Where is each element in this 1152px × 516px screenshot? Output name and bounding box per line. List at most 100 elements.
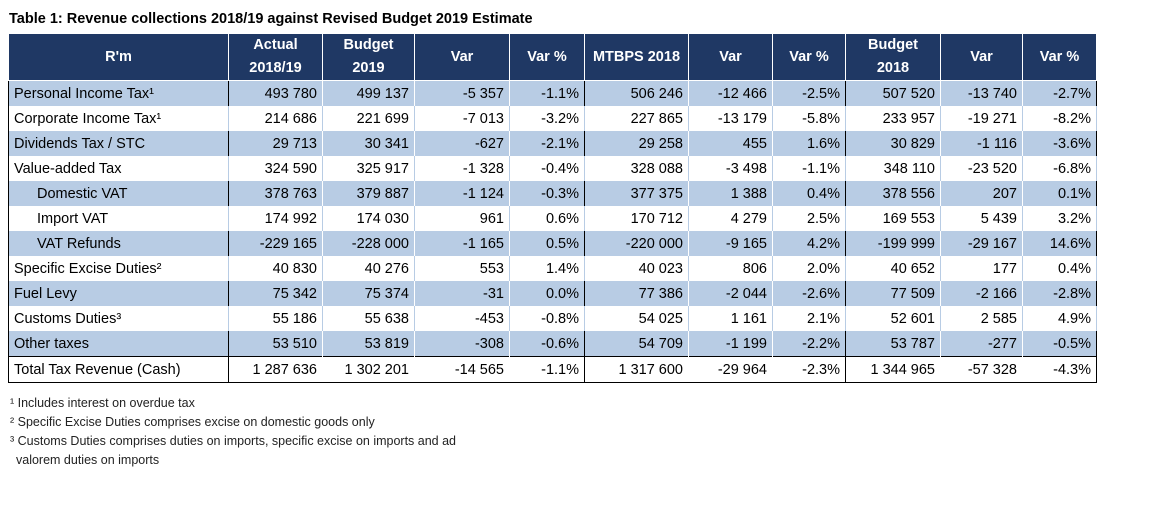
cell: -8.2% [1022, 106, 1097, 131]
cell: -31 [414, 281, 510, 306]
cell: -277 [940, 331, 1023, 357]
cell: 0.5% [509, 231, 585, 256]
cell: -23 520 [940, 156, 1023, 181]
cell: -627 [414, 131, 510, 156]
cell: 77 509 [845, 281, 941, 306]
cell: 324 590 [228, 156, 323, 181]
row-label: Other taxes [8, 331, 229, 357]
column-header: Var % [509, 33, 585, 81]
cell: 1 344 965 [845, 356, 941, 383]
cell: 75 374 [322, 281, 415, 306]
cell: -2.2% [772, 331, 846, 357]
cell: 75 342 [228, 281, 323, 306]
cell: 1 302 201 [322, 356, 415, 383]
cell: 961 [414, 206, 510, 231]
cell: -2 044 [688, 281, 773, 306]
cell: 53 819 [322, 331, 415, 357]
cell: 207 [940, 181, 1023, 206]
cell: 378 763 [228, 181, 323, 206]
header-text: Var [970, 48, 993, 65]
column-header: MTBPS 2018 [584, 33, 689, 81]
table-row: Import VAT 174 992 174 030 961 0.6% 170 712 4 … [8, 206, 1097, 231]
cell: -2.3% [772, 356, 846, 383]
cell: 4.2% [772, 231, 846, 256]
revenue-table: R'm Actual 2018/19 Budget 2019 Var Var % MTBP… [8, 33, 1097, 383]
cell: 328 088 [584, 156, 689, 181]
column-header: Var % [1022, 33, 1097, 81]
cell: 377 375 [584, 181, 689, 206]
table-row: VAT Refunds -229 165 -228 000 -1 165 0.5% -22… [8, 231, 1097, 256]
footnote: valorem duties on imports [16, 453, 160, 467]
cell: -1 124 [414, 181, 510, 206]
cell: -228 000 [322, 231, 415, 256]
cell: 1.4% [509, 256, 585, 281]
header-text: Budget 2019 [343, 37, 394, 76]
cell: 325 917 [322, 156, 415, 181]
cell: -2.1% [509, 131, 585, 156]
row-label: Customs Duties³ [8, 306, 229, 331]
table-row: Total Tax Revenue (Cash) 1 287 636 1 302 2… [8, 356, 1097, 383]
column-header: Var % [772, 33, 846, 81]
header-text: Var % [1039, 48, 1080, 65]
cell: 2.0% [772, 256, 846, 281]
cell: 348 110 [845, 156, 941, 181]
cell: -5.8% [772, 106, 846, 131]
cell: 1 388 [688, 181, 773, 206]
cell: -29 167 [940, 231, 1023, 256]
cell: -3 498 [688, 156, 773, 181]
table-row: Corporate Income Tax¹ 214 686 221 699 -7 01… [8, 106, 1097, 131]
cell: 499 137 [322, 80, 415, 106]
header-text: Var [450, 48, 474, 65]
cell: -4.3% [1022, 356, 1097, 383]
cell: 493 780 [228, 80, 323, 106]
cell: -1.1% [772, 156, 846, 181]
cell: 4.9% [1022, 306, 1097, 331]
cell: -13 740 [940, 80, 1023, 106]
cell: 40 830 [228, 256, 323, 281]
column-header: Budget 2018 [845, 33, 941, 81]
row-label: VAT Refunds [8, 231, 229, 256]
cell: 77 386 [584, 281, 689, 306]
cell: 29 713 [228, 131, 323, 156]
cell: -2.7% [1022, 80, 1097, 106]
header-row: R'm Actual 2018/19 Budget 2019 Var Var % MTBP… [8, 33, 1097, 81]
row-label: Domestic VAT [8, 181, 229, 206]
cell: -1 328 [414, 156, 510, 181]
column-header: R'm [8, 33, 229, 81]
cell: 0.1% [1022, 181, 1097, 206]
cell: 170 712 [584, 206, 689, 231]
cell: -2.6% [772, 281, 846, 306]
cell: 553 [414, 256, 510, 281]
cell: 55 186 [228, 306, 323, 331]
cell: 1 287 636 [228, 356, 323, 383]
column-header: Var [688, 33, 773, 81]
header-text: Var [719, 48, 742, 65]
row-label: Dividends Tax / STC [8, 131, 229, 156]
cell: 233 957 [845, 106, 941, 131]
header-text: MTBPS 2018 [592, 48, 681, 65]
cell: 455 [688, 131, 773, 156]
table-row: Dividends Tax / STC 29 713 30 341 -627 -2.1%… [8, 131, 1097, 156]
cell: 214 686 [228, 106, 323, 131]
cell: -9 165 [688, 231, 773, 256]
cell: -199 999 [845, 231, 941, 256]
cell: -229 165 [228, 231, 323, 256]
column-header: Var [940, 33, 1023, 81]
table-title: Table 1: Revenue collections 2018/19 aga… [9, 11, 533, 27]
row-label: Value-added Tax [8, 156, 229, 181]
cell: 379 887 [322, 181, 415, 206]
cell: -14 565 [414, 356, 510, 383]
cell: -0.5% [1022, 331, 1097, 357]
cell: 54 025 [584, 306, 689, 331]
cell: -57 328 [940, 356, 1023, 383]
cell: -0.3% [509, 181, 585, 206]
cell: 53 787 [845, 331, 941, 357]
column-header: Var [414, 33, 510, 81]
cell: 40 276 [322, 256, 415, 281]
header-text: Var % [527, 48, 567, 65]
cell: 506 246 [584, 80, 689, 106]
table-row: Value-added Tax 324 590 325 917 -1 328 -0.4%… [8, 156, 1097, 181]
cell: -1 199 [688, 331, 773, 357]
header-text: Var % [789, 48, 829, 65]
cell: -2.5% [772, 80, 846, 106]
